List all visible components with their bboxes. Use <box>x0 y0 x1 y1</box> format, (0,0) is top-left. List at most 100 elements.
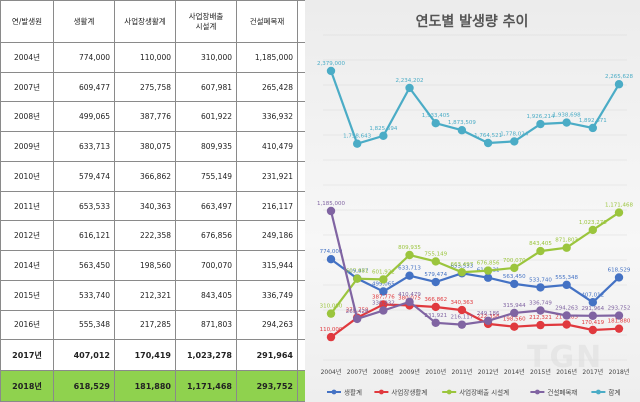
row-year-cell: 2011년 <box>0 190 54 222</box>
table-cell: 340,363 <box>114 190 176 222</box>
data-label: 336,749 <box>529 300 552 306</box>
data-point <box>510 308 519 318</box>
table-cell: 755,149 <box>175 160 237 192</box>
data-point <box>405 83 414 93</box>
legend-marker <box>331 389 337 395</box>
data-label: 607,981 <box>346 269 369 275</box>
table-row: 2012년616,121222,358676,856249,1861,764,5… <box>0 220 355 252</box>
data-label: 1,933,405 <box>422 113 450 119</box>
chart-title: 연도별 발생량 추이 <box>416 13 529 30</box>
table-cell: 294,263 <box>236 309 298 341</box>
legend-label: 사업장생활계 <box>391 388 427 397</box>
data-label: 340,363 <box>451 300 474 306</box>
data-point <box>614 208 624 217</box>
table-cell: 533,740 <box>53 279 115 311</box>
x-tick-label: 2015년 <box>530 368 551 376</box>
data-label: 1,926,214 <box>526 114 554 120</box>
data-label: 618,529 <box>608 267 631 273</box>
table-cell: 871,803 <box>175 309 237 341</box>
data-point <box>562 118 571 127</box>
data-point <box>483 273 493 282</box>
data-point <box>562 311 571 320</box>
row-year-cell: 2009년 <box>0 131 54 162</box>
table-cell: 315,944 <box>236 250 298 281</box>
data-label: 110,000 <box>320 327 343 333</box>
data-label: 216,117 <box>451 315 474 321</box>
data-point <box>352 274 362 283</box>
table-cell: 249,186 <box>236 220 298 252</box>
table-cell: 1,185,000 <box>236 42 298 73</box>
x-tick-label: 2009년 <box>399 368 420 376</box>
series-line <box>329 70 620 146</box>
data-label: 366,862 <box>424 297 447 303</box>
data-point <box>326 332 336 342</box>
table-cell: 387,776 <box>114 101 176 133</box>
table-cell: 336,932 <box>236 101 298 133</box>
data-label: 871,803 <box>555 238 578 244</box>
data-point <box>588 325 598 335</box>
table-row: 2016년555,348217,285871,803294,2631,938,6… <box>0 309 355 341</box>
data-point <box>510 322 519 331</box>
data-point <box>588 123 598 133</box>
data-label: 755,149 <box>424 251 447 257</box>
chart-panel: 연도별 발생량 추이 774,000 609,477 499,065 633,713 57… <box>305 0 640 402</box>
data-point <box>431 277 440 287</box>
data-point <box>483 138 493 148</box>
x-tick-label: 2014년 <box>504 368 525 376</box>
table-cell: 700,070 <box>175 250 237 281</box>
legend-marker <box>535 389 540 395</box>
row-year-cell: 2012년 <box>0 220 54 252</box>
table-row: 2011년653,533340,363663,497216,1171,873,5… <box>0 190 355 222</box>
data-label: 2,234,202 <box>396 78 424 84</box>
data-point <box>588 225 598 235</box>
data-point <box>562 320 571 329</box>
data-point <box>326 255 336 264</box>
data-point <box>536 246 545 256</box>
table-cell: 653,533 <box>53 190 115 222</box>
data-label: 499,065 <box>372 281 395 287</box>
data-label: 198,560 <box>503 317 526 323</box>
table-cell: 616,121 <box>53 220 115 252</box>
table-row: 2007년609,477275,758607,981265,4281,758,6… <box>0 71 355 103</box>
data-label: 1,171,468 <box>605 203 633 209</box>
data-label: 249,186 <box>477 311 500 317</box>
column-header: 사업장배출 시설계 <box>175 0 237 43</box>
row-year-cell: 2007년 <box>0 71 54 103</box>
table-cell: 336,749 <box>236 279 298 311</box>
data-point <box>379 300 388 309</box>
x-tick-label: 2016년 <box>556 368 577 376</box>
table-row: 2014년563,450198,560700,070315,9441,778,0… <box>0 250 355 281</box>
data-point <box>326 206 336 216</box>
table-cell: 607,981 <box>175 71 237 103</box>
table-row: 2015년533,740212,321843,405336,7491,926,2… <box>0 279 355 311</box>
data-label: 609,477 <box>346 269 369 275</box>
data-point <box>379 131 388 141</box>
data-point <box>510 263 519 273</box>
data-label: 533,740 <box>529 277 552 283</box>
table-cell: 579,474 <box>53 160 115 192</box>
data-point <box>510 137 519 146</box>
data-point <box>536 283 545 292</box>
column-header: 생활계 <box>53 0 115 43</box>
table-cell: 1,171,468 <box>175 370 237 402</box>
data-label: 336,932 <box>372 300 395 306</box>
x-tick-label: 2011년 <box>452 368 473 376</box>
data-label: 310,000 <box>320 304 343 310</box>
data-point <box>536 119 545 129</box>
data-label: 1,764,521 <box>474 133 502 139</box>
data-label: 1,825,694 <box>369 126 397 132</box>
row-year-cell: 2008년 <box>0 101 54 133</box>
x-tick-label: 2008년 <box>373 368 394 376</box>
data-point <box>431 318 440 327</box>
data-point <box>326 66 336 76</box>
column-header: 사업장생활계 <box>114 0 176 43</box>
data-point <box>483 266 493 275</box>
legend-marker <box>379 389 384 395</box>
table-row: 2010년579,474366,862755,149231,9211,933,4… <box>0 160 355 192</box>
series-line <box>330 258 620 304</box>
table-cell: 601,922 <box>175 101 237 133</box>
data-label: 579,474 <box>424 272 447 278</box>
x-tick-label: 2012년 <box>478 368 499 376</box>
